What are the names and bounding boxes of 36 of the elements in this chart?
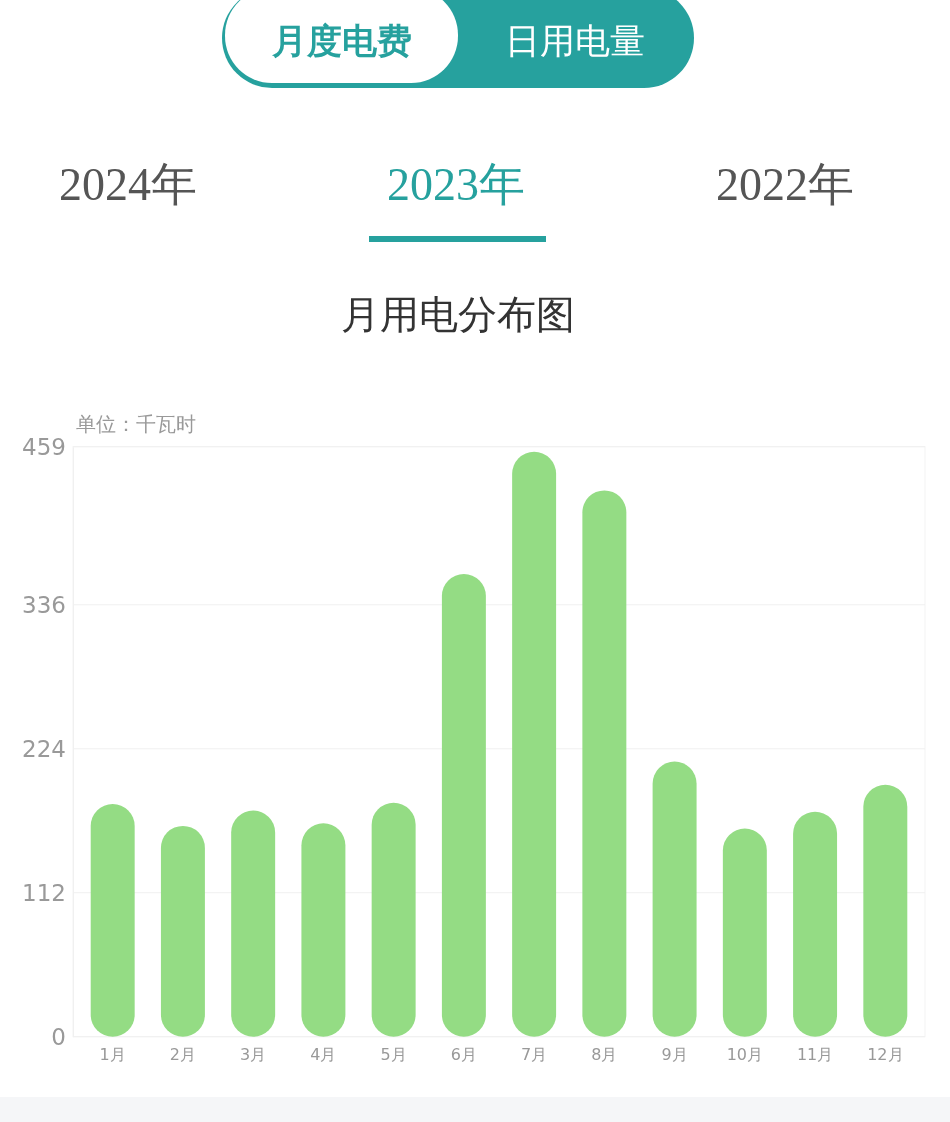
x-tick-label: 1月 [99, 1045, 126, 1065]
x-tick-label: 5月 [380, 1045, 407, 1065]
bar [90, 804, 135, 1037]
y-tick-label: 336 [22, 591, 66, 618]
chart-title: 月用电分布图 [341, 292, 575, 337]
text: 2022年 [716, 159, 854, 210]
bar [793, 811, 838, 1037]
y-tick-label: 459 [22, 433, 66, 460]
x-tick-label: 6月 [450, 1045, 477, 1065]
text: 月度电费 [271, 21, 412, 61]
bar [441, 573, 486, 1037]
x-tick-label: 7月 [521, 1045, 548, 1065]
y-tick-label: 0 [51, 1023, 66, 1050]
bar [231, 810, 276, 1037]
bar [722, 828, 767, 1037]
bar [582, 490, 627, 1037]
bar [371, 802, 416, 1037]
bar [863, 784, 908, 1037]
x-tick-label: 10月 [726, 1045, 764, 1065]
x-tick-label: 11月 [796, 1045, 834, 1065]
x-tick-label: 2月 [169, 1045, 197, 1065]
x-tick-label: 4月 [310, 1045, 337, 1065]
y-tick-label: 224 [22, 735, 66, 762]
y-axis-title: 单位：千瓦时 [76, 412, 196, 436]
x-tick-label: 9月 [661, 1045, 688, 1065]
bar [512, 451, 557, 1037]
text: 2024年 [59, 159, 197, 210]
x-tick-label: 3月 [240, 1045, 267, 1065]
x-tick-label: 8月 [591, 1045, 618, 1065]
bar [652, 761, 697, 1037]
x-tick-label: 12月 [867, 1045, 904, 1065]
text: 日用电量 [505, 21, 645, 61]
bar [160, 825, 205, 1037]
text: 2023年 [387, 159, 525, 210]
bar [301, 823, 346, 1037]
y-tick-label: 112 [22, 879, 66, 906]
